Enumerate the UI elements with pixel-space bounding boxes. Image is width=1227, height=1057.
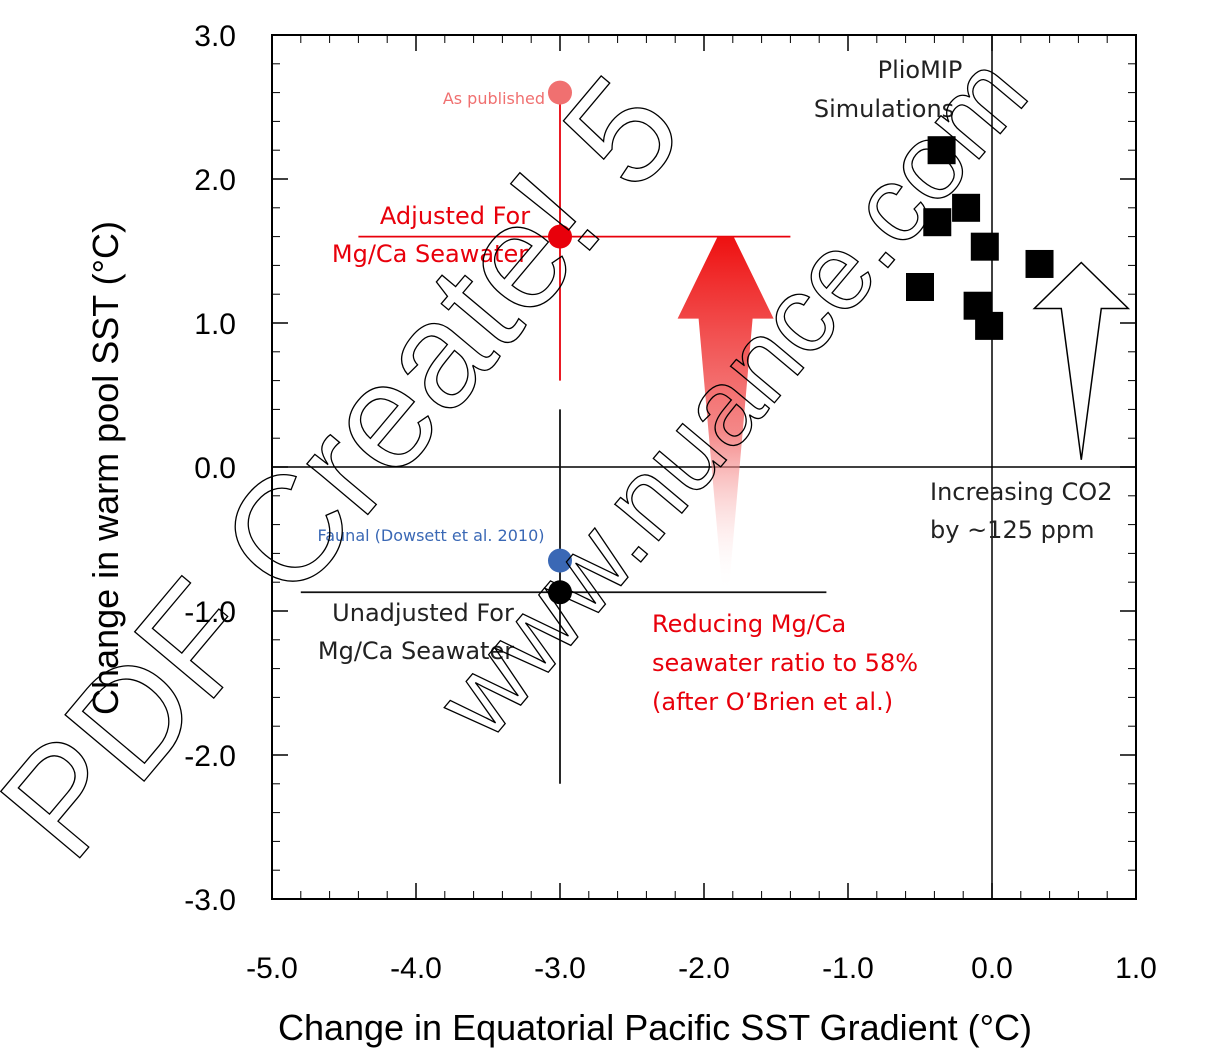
reference-lines xyxy=(272,35,1136,899)
mgca-arrow xyxy=(677,236,774,593)
unadjusted-label-line1: Unadjusted For xyxy=(332,599,514,627)
reducing-label-line2: seawater ratio to 58% xyxy=(652,649,918,677)
adjusted-label-line2: Mg/Ca Seawater xyxy=(332,240,528,268)
pliomip-square-point xyxy=(927,136,956,165)
pliomip-square-point xyxy=(975,311,1004,340)
y-tick-label: -3.0 xyxy=(184,884,236,917)
x-tick-label: -3.0 xyxy=(534,952,586,985)
x-tick-label: -1.0 xyxy=(822,952,874,985)
co2-arrow xyxy=(1032,261,1131,460)
data-points xyxy=(548,80,1054,605)
co2-label-line2: by ~125 ppm xyxy=(930,516,1094,544)
data-point-circle xyxy=(548,224,572,249)
x-tick-label: -2.0 xyxy=(678,952,730,985)
pliomip-square-point xyxy=(906,273,934,301)
x-axis-title: Change in Equatorial Pacific SST Gradien… xyxy=(278,1007,1032,1048)
x-tick-label: 1.0 xyxy=(1115,952,1157,985)
as-published-label: As published xyxy=(443,89,545,108)
y-tick-label: 2.0 xyxy=(194,164,236,197)
axis-ticks: -5.0 -4.0 -3.0 -2.0 -1.0 0.0 1.0 3.0 2.0 1.0 0.0 -1… xyxy=(184,20,1157,985)
faunal-label: Faunal (Dowsett et al. 2010) xyxy=(318,526,545,545)
arrows xyxy=(677,236,1131,593)
pliomip-square-point xyxy=(970,232,999,261)
pliomip-square-point xyxy=(1025,249,1054,278)
co2-label-line1: Increasing CO2 xyxy=(930,478,1112,506)
reducing-label-line1: Reducing Mg/Ca xyxy=(652,610,846,638)
pliomip-label-line2: Simulations xyxy=(814,95,954,123)
y-axis-title: Change in warm pool SST (°C) xyxy=(85,221,126,715)
unadjusted-label-line2: Mg/Ca Seawater xyxy=(318,637,514,665)
data-point-circle xyxy=(548,80,572,105)
y-tick-label: 1.0 xyxy=(194,308,236,341)
x-tick-label: -5.0 xyxy=(246,952,298,985)
y-tick-label: 0.0 xyxy=(194,452,236,485)
adjusted-label-line1: Adjusted For xyxy=(380,202,530,230)
reducing-label-line3: (after O’Brien et al.) xyxy=(652,688,893,716)
y-tick-label: 3.0 xyxy=(194,20,236,53)
x-tick-label: 0.0 xyxy=(971,952,1013,985)
pliomip-label-line1: PlioMIP xyxy=(878,56,963,84)
pliomip-square-point xyxy=(923,208,952,237)
x-tick-label: -4.0 xyxy=(390,952,442,985)
pliomip-square-point xyxy=(952,193,981,222)
data-point-circle xyxy=(548,580,572,605)
y-tick-label: -1.0 xyxy=(184,596,236,629)
y-tick-label: -2.0 xyxy=(184,740,236,773)
data-point-circle xyxy=(548,548,572,573)
